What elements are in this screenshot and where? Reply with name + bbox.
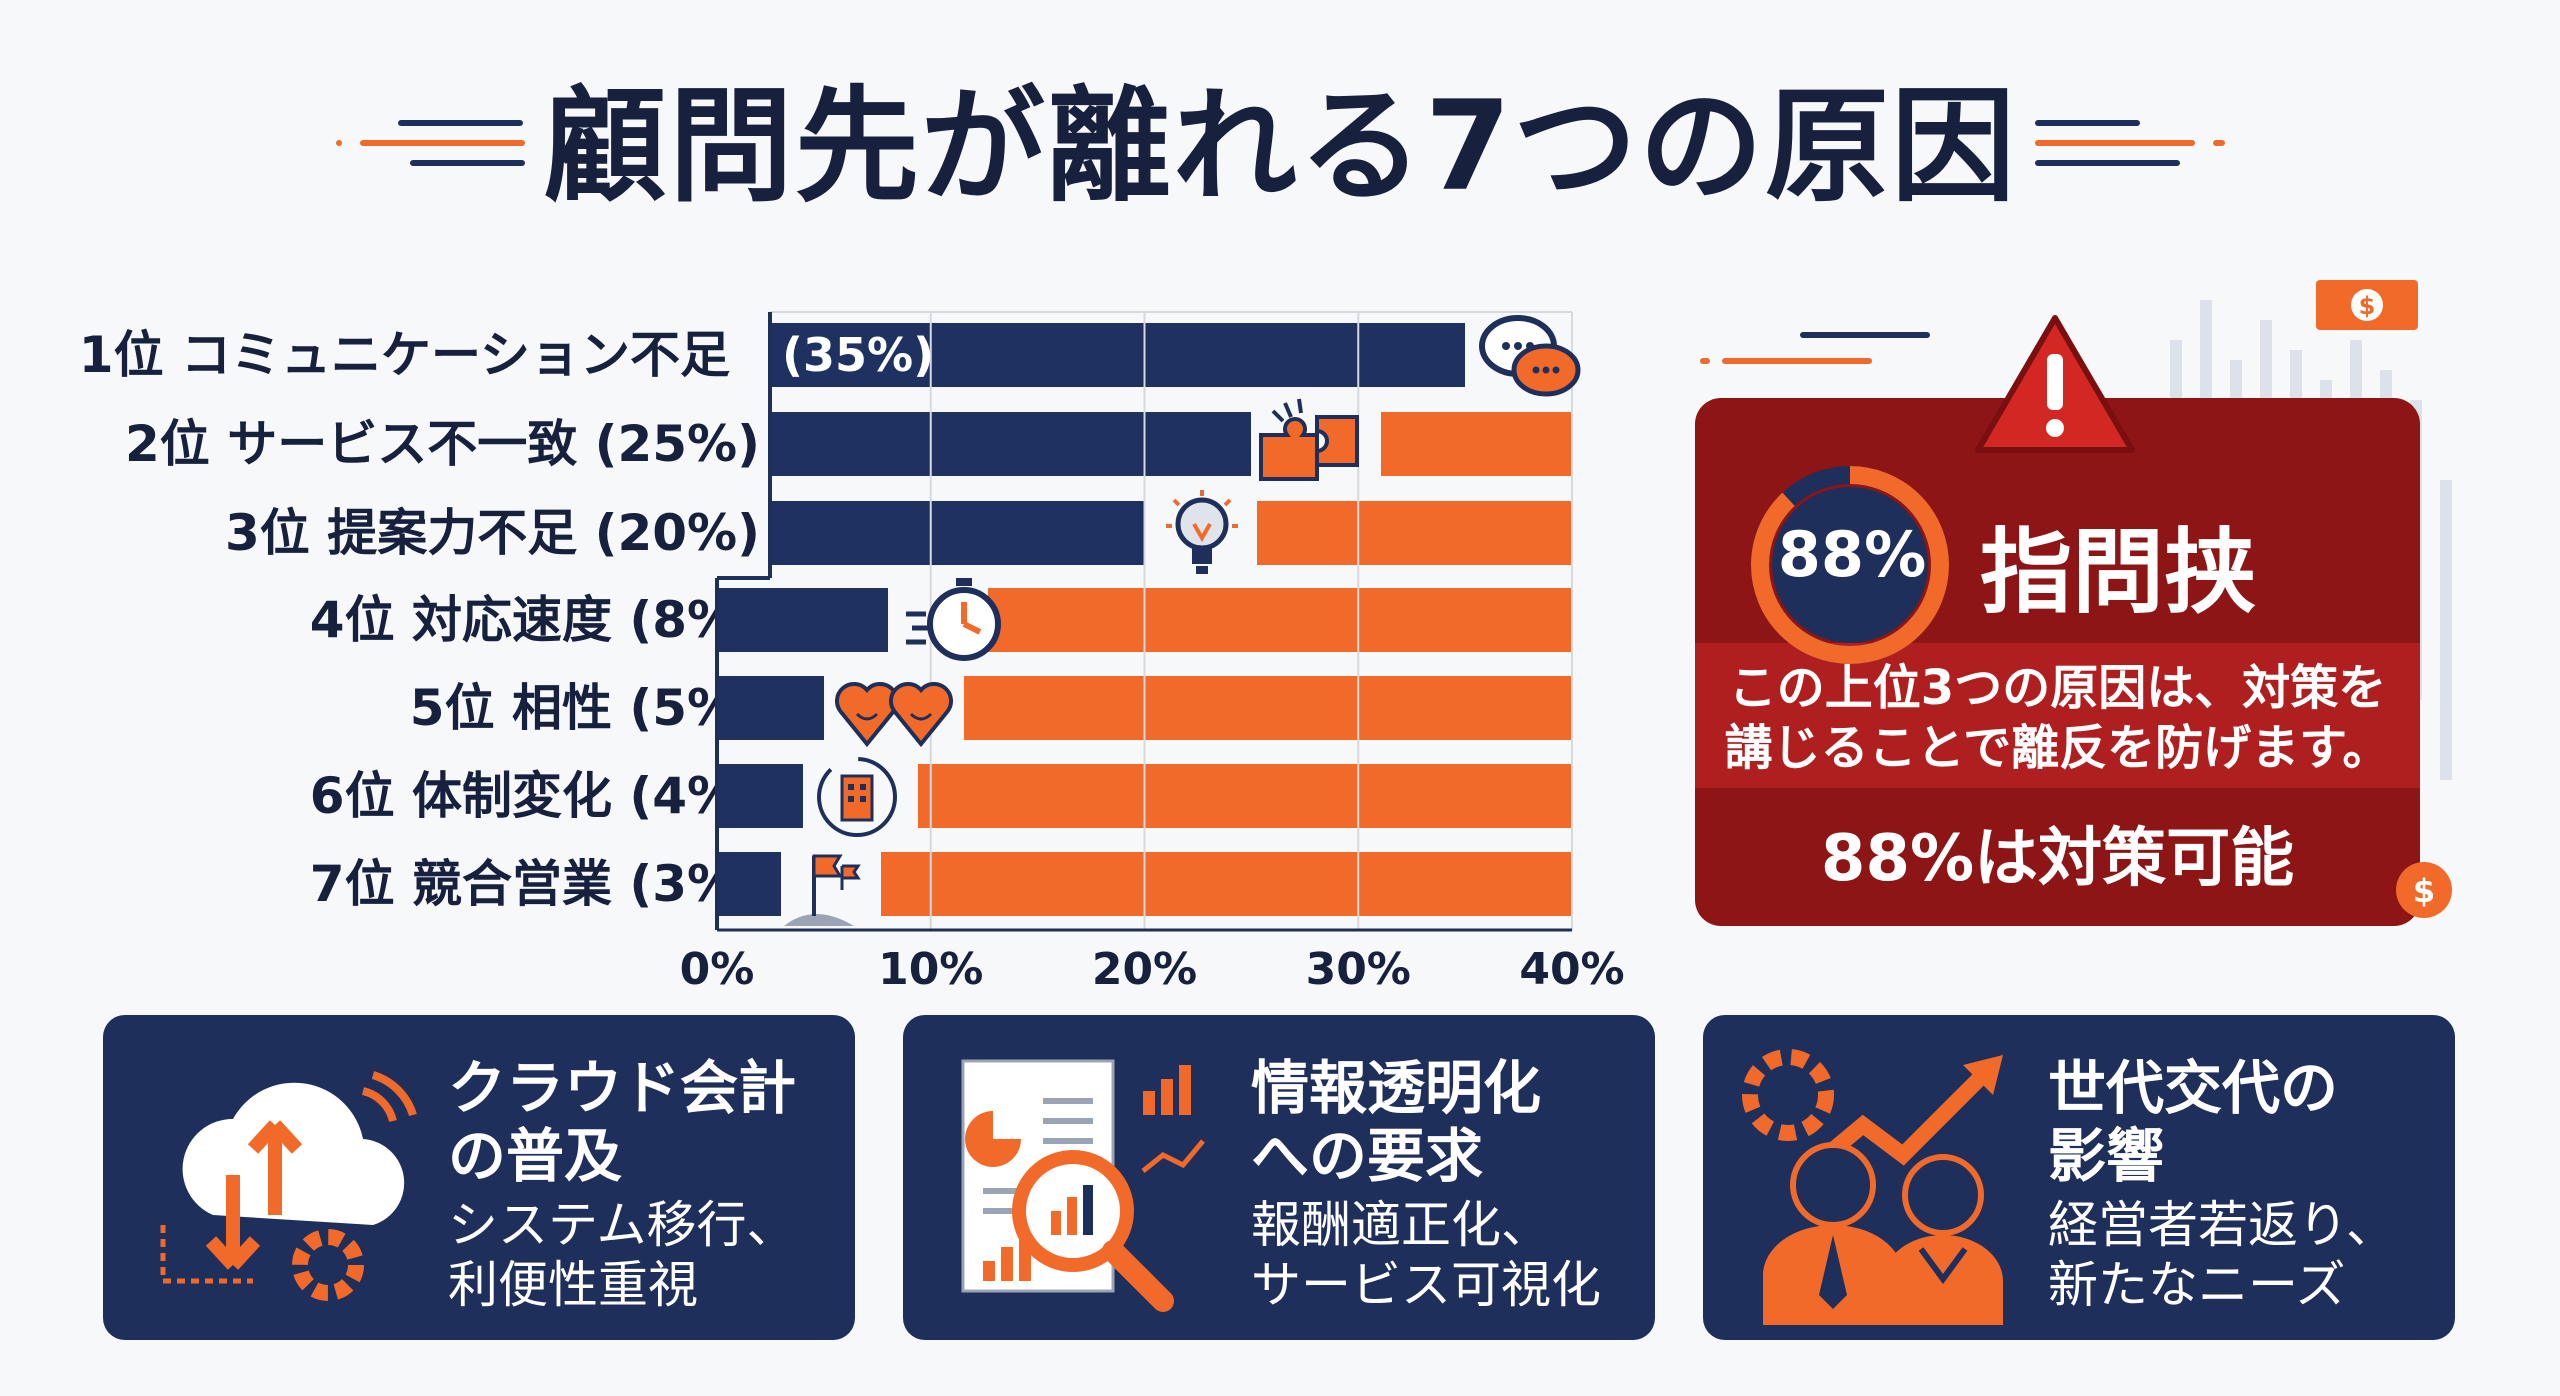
alert-heading: 指問挟 <box>1980 519 2257 626</box>
page-title: 顧問先が離れる7つの原因 <box>542 75 2018 219</box>
bar-value-7 <box>717 852 782 916</box>
title-deco-right-1 <box>2035 120 2140 126</box>
card-transparency-body-1: 報酬適正化、 <box>1251 1196 1551 1254</box>
card-cloud-title-2: の普及 <box>448 1122 623 1190</box>
lightbulb-icon <box>1166 490 1238 574</box>
bar-value-4 <box>717 588 888 652</box>
title-deco-left-1 <box>336 140 342 146</box>
cloud-sync-icon <box>160 1071 417 1301</box>
x-tick-2: 20% <box>1091 944 1198 995</box>
chat-bubbles-icon <box>1479 315 1581 397</box>
bar-remainder-3 <box>1256 501 1572 565</box>
alert-deco-2 <box>1722 358 1872 364</box>
svg-text:$: $ <box>2413 872 2435 910</box>
x-tick-3: 30% <box>1305 944 1411 995</box>
bar-1-label: (35%) <box>782 328 935 382</box>
alert-line-1: この上位3つの原因は、対策を <box>1728 660 2387 716</box>
bar-value-5 <box>717 676 824 740</box>
title-deco-right-3 <box>2213 140 2225 146</box>
y-label-3: 3位 提案力不足 (20%) <box>225 504 760 562</box>
puzzle-icon <box>1259 398 1359 481</box>
y-label-4: 4位 対応速度 (8%) <box>309 591 760 649</box>
flag-icon <box>784 854 861 926</box>
building-cycle-icon <box>817 757 897 837</box>
money-icon: $ <box>2316 280 2418 330</box>
card-generation: 世代交代の 影響 経営者若返り、 新たなニーズ <box>1703 1015 2455 1340</box>
bar-remainder-7 <box>881 852 1572 916</box>
alert-deco-3 <box>1800 332 1930 338</box>
card-cloud-body-1: システム移行、 <box>448 1196 797 1254</box>
title-deco-left-4 <box>410 160 525 166</box>
y-label-1: 1位 コミュニケーション不足 <box>78 326 730 384</box>
stopwatch-icon <box>906 578 1001 661</box>
x-tick-0: 0% <box>679 944 755 995</box>
card-transparency-title-1: 情報透明化 <box>1251 1054 1542 1122</box>
alert-line-2: 講じることで離反を防げます。 <box>1724 720 2391 776</box>
alert-panel: この上位3つの原因は、対策を 講じることで離反を防げます。 88%は対策可能 指… <box>1695 398 2420 926</box>
x-tick-1: 10% <box>878 944 984 995</box>
card-cloud-accounting: クラウド会計 の普及 システム移行、 利便性重視 <box>103 1015 855 1340</box>
card-generation-body-1: 経営者若返り、 <box>2048 1196 2396 1254</box>
title-deco-left-2 <box>398 120 523 126</box>
svg-text:$: $ <box>2359 292 2376 320</box>
card-generation-body-2: 新たなニーズ <box>2048 1256 2346 1314</box>
bar-remainder-5 <box>963 676 1572 740</box>
bar-value-3 <box>770 501 1145 565</box>
bar-value-1 <box>770 323 1466 387</box>
percent-donut <box>1751 466 1949 664</box>
title-deco-right-2 <box>2035 140 2195 146</box>
alert-footer: 88%は対策可能 <box>1820 822 2295 896</box>
people-growth-icon <box>1742 1049 2003 1325</box>
donut-percent: 88% <box>1777 518 1927 591</box>
y-label-5: 5位 相性 (5%) <box>409 679 760 737</box>
coin-icon: $ <box>2396 862 2452 918</box>
bar-value-2 <box>770 412 1252 476</box>
y-label-7: 7位 競合営業 (3%) <box>309 855 760 913</box>
y-label-6: 6位 体制変化 (4%) <box>309 767 760 825</box>
x-tick-4: 40% <box>1519 944 1625 995</box>
alert-band <box>1695 643 2420 788</box>
title-deco-right-4 <box>2035 160 2180 166</box>
report-magnifier-icon <box>961 1059 1205 1312</box>
card-cloud-title-1: クラウド会計 <box>448 1054 797 1122</box>
card-generation-title-1: 世代交代の <box>2048 1054 2339 1122</box>
bar-remainder-6 <box>917 764 1572 828</box>
title-deco-left-3 <box>360 140 525 146</box>
card-generation-title-2: 影響 <box>2048 1122 2165 1190</box>
card-transparency: 情報透明化 への要求 報酬適正化、 サービス可視化 <box>903 1015 1655 1340</box>
card-cloud-body-2: 利便性重視 <box>448 1256 698 1314</box>
card-transparency-body-2: サービス可視化 <box>1251 1256 1601 1314</box>
bar-remainder-4 <box>988 588 1572 652</box>
hearts-icon <box>835 682 953 748</box>
y-label-2: 2位 サービス不一致 (25%) <box>125 415 760 473</box>
bar-remainder-2 <box>1381 412 1572 476</box>
warning-icon <box>1975 315 2135 453</box>
bar-value-6 <box>717 764 803 828</box>
card-transparency-title-2: への要求 <box>1251 1122 1484 1190</box>
alert-deco-1 <box>1700 358 1710 364</box>
